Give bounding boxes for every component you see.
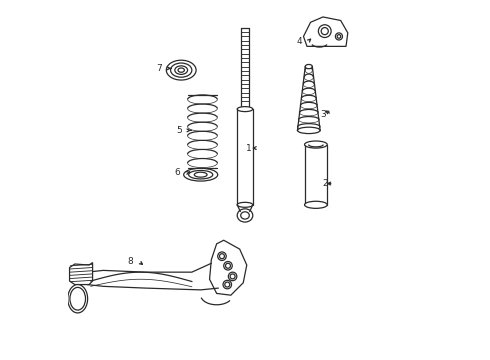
- Ellipse shape: [297, 127, 320, 134]
- Text: 4: 4: [296, 37, 302, 46]
- Polygon shape: [303, 17, 348, 46]
- Ellipse shape: [68, 284, 88, 313]
- Ellipse shape: [223, 280, 232, 289]
- Text: 5: 5: [176, 126, 182, 135]
- Ellipse shape: [335, 33, 343, 40]
- Ellipse shape: [175, 66, 188, 75]
- Text: 7: 7: [156, 64, 162, 73]
- Text: 8: 8: [127, 257, 133, 266]
- Ellipse shape: [166, 60, 196, 80]
- Ellipse shape: [305, 64, 312, 69]
- Ellipse shape: [237, 202, 253, 207]
- Ellipse shape: [305, 141, 327, 148]
- Ellipse shape: [237, 209, 253, 222]
- Ellipse shape: [184, 168, 218, 181]
- Polygon shape: [70, 262, 93, 284]
- Text: 1: 1: [245, 144, 251, 153]
- Polygon shape: [210, 240, 247, 295]
- Ellipse shape: [228, 272, 237, 281]
- Ellipse shape: [318, 25, 331, 37]
- Ellipse shape: [237, 107, 253, 112]
- Text: 2: 2: [322, 179, 328, 188]
- Text: 3: 3: [320, 110, 326, 119]
- Ellipse shape: [218, 252, 226, 260]
- Text: 6: 6: [175, 168, 180, 177]
- Ellipse shape: [224, 261, 232, 270]
- Ellipse shape: [305, 201, 327, 208]
